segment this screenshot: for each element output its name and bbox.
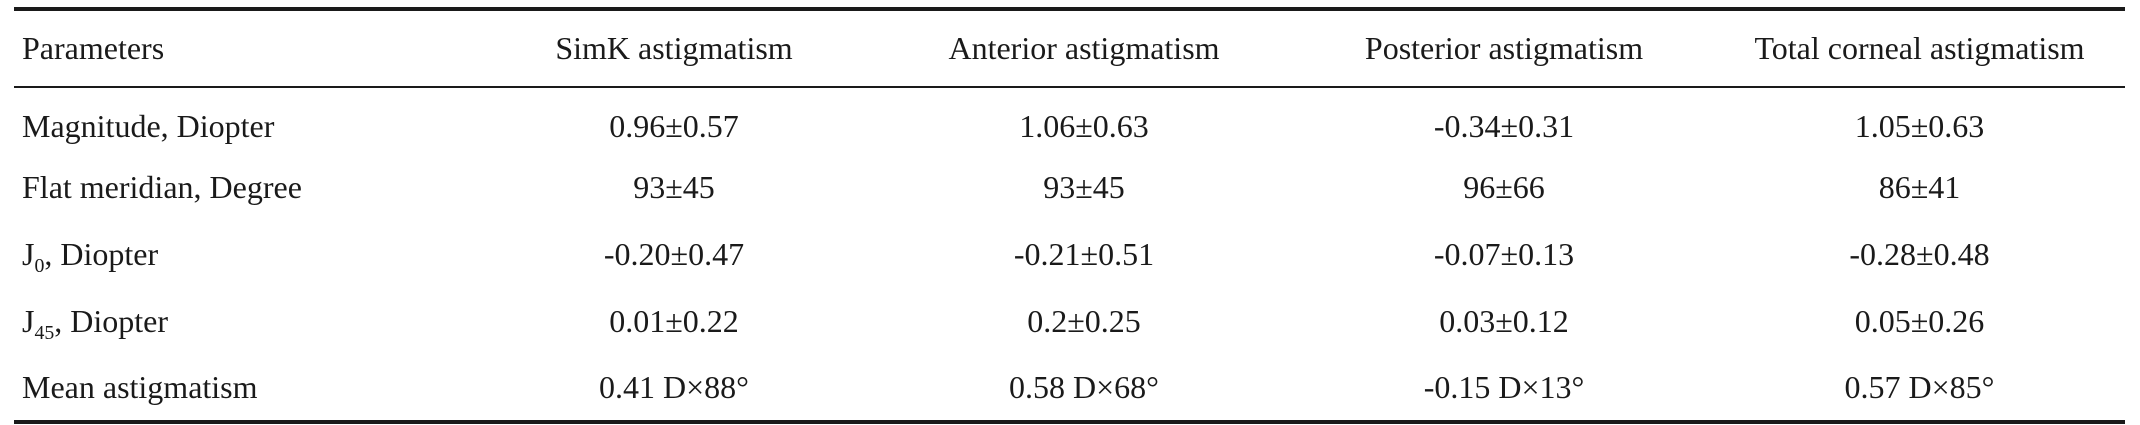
- table-cell: 93±45: [1043, 169, 1125, 205]
- astigmatism-table: Parameters SimK astigmatism Anterior ast…: [14, 7, 2125, 424]
- row-label-j0-base: J: [22, 236, 35, 272]
- table-cell: 86±41: [1878, 169, 1961, 205]
- row-label-j45-suffix: , Diopter: [54, 303, 169, 339]
- header-posterior-astigmatism: Posterior astigmatism: [1364, 30, 1644, 66]
- table-cell: 1.05±0.63: [1854, 107, 1985, 144]
- table-cell: -0.28±0.48: [1849, 236, 1990, 272]
- header-simk-astigmatism: SimK astigmatism: [555, 30, 793, 66]
- header-total-corneal-astigmatism: Total corneal astigmatism: [1754, 30, 2085, 66]
- table-row: Magnitude, Diopter 0.96±0.57 1.06±0.63 -…: [14, 87, 2125, 154]
- row-label-j0-subscript: 0: [34, 254, 45, 277]
- table-cell: 0.03±0.12: [1439, 303, 1569, 339]
- table-container: Parameters SimK astigmatism Anterior ast…: [14, 7, 2125, 424]
- header-parameters: Parameters: [22, 30, 165, 66]
- table-cell: -0.15 D×13°: [1423, 369, 1585, 405]
- row-label-magnitude: Magnitude, Diopter: [22, 107, 275, 144]
- table-cell: 93±45: [633, 169, 715, 205]
- row-label-j45-subscript: 45: [34, 321, 55, 344]
- table-cell: 0.2±0.25: [1027, 303, 1141, 339]
- table-cell: 0.41 D×88°: [599, 369, 749, 405]
- row-label-mean-astigmatism: Mean astigmatism: [22, 369, 258, 405]
- table-cell: 0.96±0.57: [609, 107, 739, 144]
- table-row: J45, Diopter 0.01±0.22 0.2±0.25 0.03±0.1…: [14, 288, 2125, 355]
- table-cell: -0.20±0.47: [603, 236, 745, 272]
- table-cell: -0.21±0.51: [1013, 236, 1155, 272]
- table-cell: -0.07±0.13: [1433, 236, 1575, 272]
- table-header: Parameters SimK astigmatism Anterior ast…: [14, 9, 2125, 87]
- table-row: Mean astigmatism 0.41 D×88° 0.58 D×68° -…: [14, 355, 2125, 422]
- table-cell: 96±66: [1463, 169, 1545, 205]
- table-body: Magnitude, Diopter 0.96±0.57 1.06±0.63 -…: [14, 87, 2125, 422]
- table-row: J0, Diopter -0.20±0.47 -0.21±0.51 -0.07±…: [14, 221, 2125, 288]
- row-label-j45: J45, Diopter: [14, 288, 474, 355]
- table-cell: 0.01±0.22: [609, 303, 739, 339]
- table-cell: 1.06±0.63: [1019, 107, 1149, 144]
- row-label-flat-meridian: Flat meridian, Degree: [22, 169, 302, 205]
- table-row: Flat meridian, Degree 93±45 93±45 96±66 …: [14, 154, 2125, 221]
- table-cell: 0.58 D×68°: [1009, 369, 1159, 405]
- table-cell: 0.57 D×85°: [1844, 369, 1995, 405]
- header-anterior-astigmatism: Anterior astigmatism: [948, 30, 1220, 66]
- row-label-j0-suffix: , Diopter: [44, 236, 159, 272]
- row-label-j0: J0, Diopter: [14, 221, 474, 288]
- table-cell: 0.05±0.26: [1854, 303, 1985, 339]
- header-row: Parameters SimK astigmatism Anterior ast…: [14, 9, 2125, 87]
- row-label-j45-base: J: [22, 303, 35, 339]
- table-cell: -0.34±0.31: [1433, 107, 1575, 144]
